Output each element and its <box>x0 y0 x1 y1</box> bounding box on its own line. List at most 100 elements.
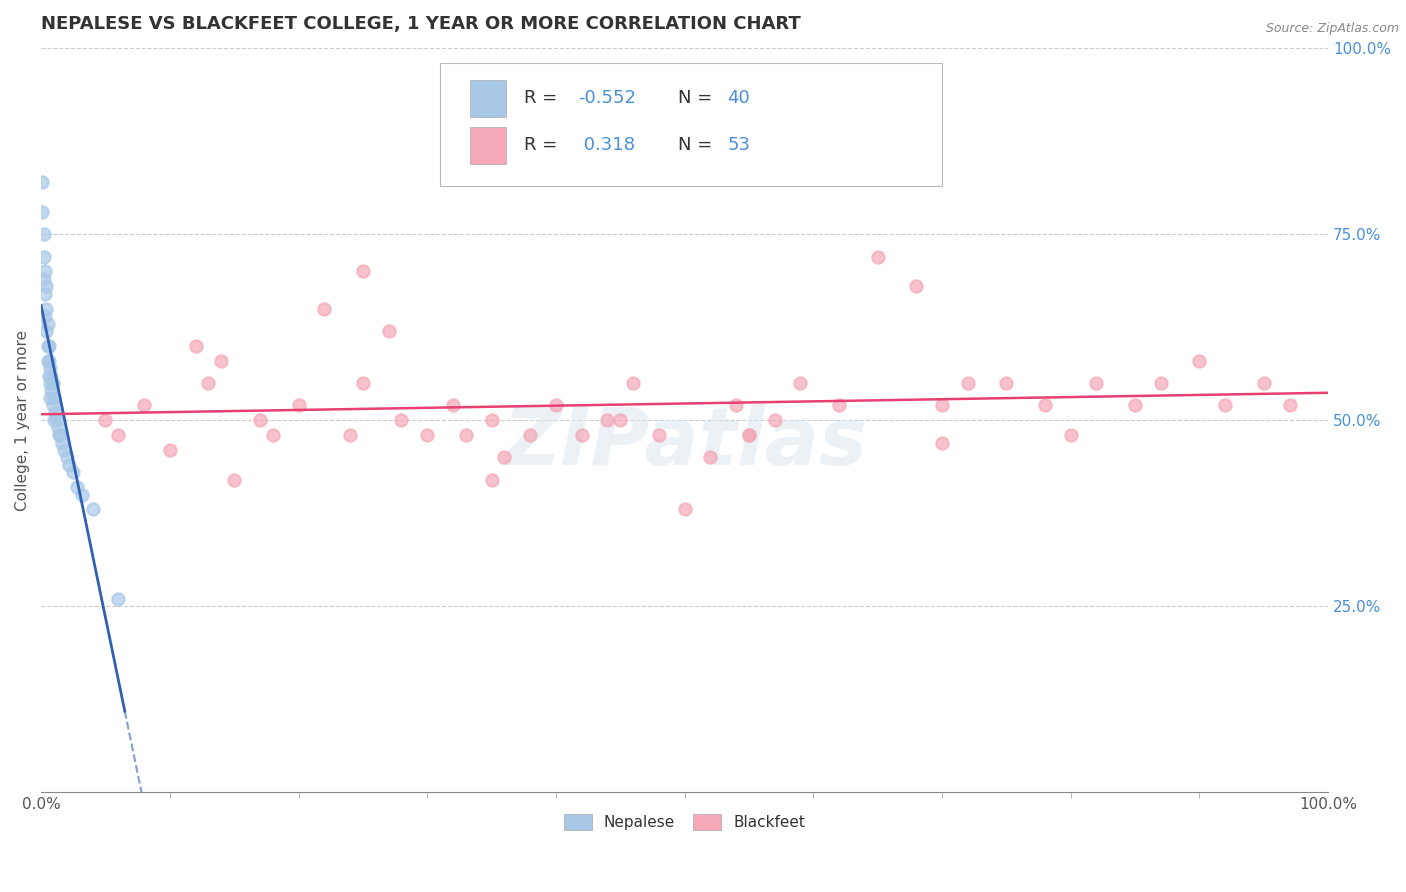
Point <box>41 368 63 383</box>
Point <box>56 450 79 465</box>
Point <box>38 339 60 353</box>
Point <box>82 502 104 516</box>
Point <box>41 398 63 412</box>
Point <box>596 413 619 427</box>
Point <box>37 317 59 331</box>
Point <box>481 473 503 487</box>
Point <box>1085 376 1108 390</box>
Point <box>1278 398 1301 412</box>
Point <box>1213 398 1236 412</box>
Point <box>621 376 644 390</box>
Point <box>72 487 94 501</box>
Point <box>995 376 1018 390</box>
Point <box>1060 428 1083 442</box>
Text: R =: R = <box>524 89 557 107</box>
Point <box>725 398 748 412</box>
Point <box>1253 376 1275 390</box>
Point <box>209 353 232 368</box>
Point <box>44 406 66 420</box>
Point <box>51 435 73 450</box>
Point <box>609 413 631 427</box>
Point <box>53 442 76 457</box>
Point <box>41 376 63 390</box>
Point <box>648 428 671 442</box>
Point <box>441 398 464 412</box>
Point <box>58 458 80 472</box>
Point <box>184 339 207 353</box>
Y-axis label: College, 1 year or more: College, 1 year or more <box>15 330 30 511</box>
Text: N =: N = <box>678 136 713 154</box>
Point <box>94 413 117 427</box>
Point <box>32 250 55 264</box>
Text: Source: ZipAtlas.com: Source: ZipAtlas.com <box>1265 22 1399 36</box>
Text: 40: 40 <box>727 89 749 107</box>
Point <box>35 301 58 316</box>
Point <box>46 420 69 434</box>
Point <box>38 368 60 383</box>
Point <box>197 376 219 390</box>
Legend: Nepalese, Blackfeet: Nepalese, Blackfeet <box>558 808 811 837</box>
Point <box>224 473 246 487</box>
Point <box>454 428 477 442</box>
Point <box>738 428 761 442</box>
Point <box>38 353 60 368</box>
Point <box>34 309 56 323</box>
Point <box>1123 398 1146 412</box>
Point <box>1188 353 1211 368</box>
Point <box>571 428 593 442</box>
FancyBboxPatch shape <box>440 63 942 186</box>
Point <box>39 391 62 405</box>
Point <box>35 324 58 338</box>
Point <box>37 339 59 353</box>
Text: N =: N = <box>678 89 713 107</box>
Point <box>31 175 53 189</box>
Text: R =: R = <box>524 136 557 154</box>
Point <box>673 502 696 516</box>
Point <box>262 428 284 442</box>
Point <box>763 413 786 427</box>
FancyBboxPatch shape <box>470 127 506 164</box>
Point <box>391 413 413 427</box>
Point <box>34 286 56 301</box>
Point <box>35 279 58 293</box>
Point <box>32 227 55 242</box>
Text: 0.318: 0.318 <box>578 136 634 154</box>
Point <box>107 591 129 606</box>
Point <box>738 428 761 442</box>
Point <box>931 435 953 450</box>
Point <box>49 428 72 442</box>
Point <box>287 398 309 412</box>
Point <box>159 442 181 457</box>
Point <box>352 264 374 278</box>
FancyBboxPatch shape <box>470 79 506 117</box>
Point <box>249 413 271 427</box>
Point <box>699 450 721 465</box>
Point <box>866 250 889 264</box>
Point <box>1033 398 1056 412</box>
Point <box>39 361 62 376</box>
Point <box>352 376 374 390</box>
Point <box>416 428 439 442</box>
Point <box>107 428 129 442</box>
Point <box>66 480 89 494</box>
Point <box>828 398 851 412</box>
Point <box>339 428 361 442</box>
Point <box>41 384 63 398</box>
Point <box>37 353 59 368</box>
Text: -0.552: -0.552 <box>578 89 636 107</box>
Point <box>48 428 70 442</box>
Point <box>132 398 155 412</box>
Point <box>519 428 541 442</box>
Point <box>931 398 953 412</box>
Point <box>544 398 567 412</box>
Point <box>42 391 65 405</box>
Text: NEPALESE VS BLACKFEET COLLEGE, 1 YEAR OR MORE CORRELATION CHART: NEPALESE VS BLACKFEET COLLEGE, 1 YEAR OR… <box>41 15 801 33</box>
Point <box>1150 376 1173 390</box>
Point <box>45 413 67 427</box>
Point <box>42 413 65 427</box>
Point <box>32 272 55 286</box>
Point <box>905 279 928 293</box>
Point <box>494 450 516 465</box>
Point <box>62 465 84 479</box>
Text: 53: 53 <box>727 136 749 154</box>
